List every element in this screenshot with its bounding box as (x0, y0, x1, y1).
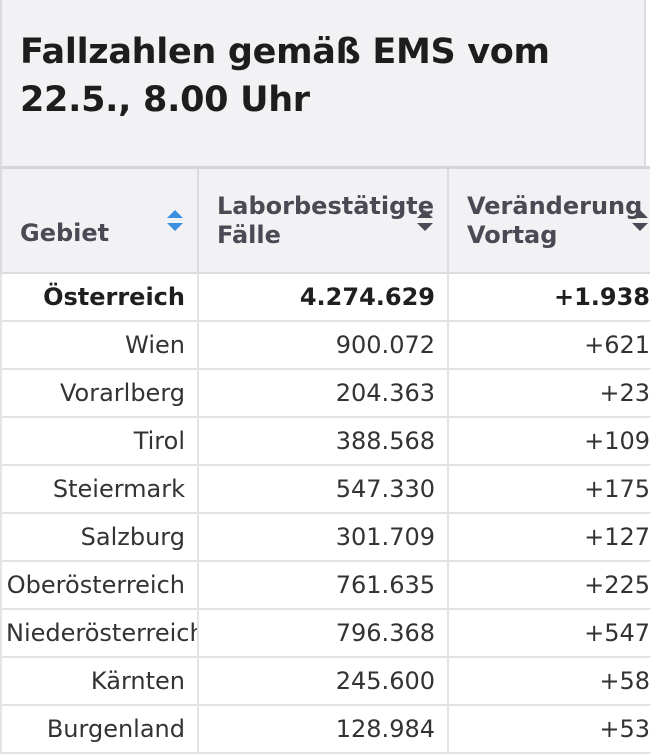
page-title: Fallzahlen gemäß EMS vom 22.5., 8.00 Uhr (20, 32, 550, 120)
cell-change: +175 (447, 465, 650, 514)
table-row: Steiermark 547.330 +175 (0, 465, 650, 514)
cell-cases: 761.635 (197, 561, 449, 610)
cell-cases: 388.568 (197, 417, 449, 466)
header-label: Laborbestätigte Fälle (217, 191, 435, 249)
cell-cases: 245.600 (197, 657, 449, 706)
cell-cases: 900.072 (197, 321, 449, 370)
cell-change: +58 (447, 657, 650, 706)
table-row: Oberösterreich 761.635 +225 (0, 561, 650, 610)
table-header-row: Gebiet Laborbestätigte Fälle Veränderung… (0, 166, 650, 274)
cell-change: +621 (447, 321, 650, 370)
cell-region: Wien (0, 321, 199, 370)
cell-cases: 301.709 (197, 513, 449, 562)
cell-region: Steiermark (0, 465, 199, 514)
cell-region: Österreich (0, 273, 199, 322)
cell-region: Burgenland (0, 705, 199, 754)
header-label: Veränderung Vortag (467, 191, 643, 249)
table-row: Tirol 388.568 +109 (0, 417, 650, 466)
cell-change: +225 (447, 561, 650, 610)
cell-region: Oberösterreich (0, 561, 199, 610)
cell-region: Vorarlberg (0, 369, 199, 418)
sort-icon[interactable] (630, 208, 650, 234)
cell-region: Salzburg (0, 513, 199, 562)
table-row: Burgenland 128.984 +53 (0, 705, 650, 754)
header-label: Gebiet (20, 219, 110, 247)
table-row: Kärnten 245.600 +58 (0, 657, 650, 706)
cell-cases: 4.274.629 (197, 273, 449, 322)
cell-change: +23 (447, 369, 650, 418)
header-gebiet[interactable]: Gebiet (0, 166, 199, 274)
title-panel: Fallzahlen gemäß EMS vom 22.5., 8.00 Uhr (0, 0, 646, 166)
cell-region: Kärnten (0, 657, 199, 706)
sort-asc-icon[interactable] (165, 208, 185, 234)
table-row: Niederösterreich 796.368 +547 (0, 609, 650, 658)
cell-cases: 204.363 (197, 369, 449, 418)
cell-change: +127 (447, 513, 650, 562)
table-row: Wien 900.072 +621 (0, 321, 650, 370)
cell-change: +109 (447, 417, 650, 466)
table-row-total: Österreich 4.274.629 +1.938 (0, 273, 650, 322)
cell-cases: 796.368 (197, 609, 449, 658)
cell-region: Niederösterreich (0, 609, 199, 658)
cell-region: Tirol (0, 417, 199, 466)
cell-cases: 547.330 (197, 465, 449, 514)
cases-table: Gebiet Laborbestätigte Fälle Veränderung… (0, 166, 650, 754)
cell-cases: 128.984 (197, 705, 449, 754)
cell-change: +53 (447, 705, 650, 754)
cell-change: +1.938 (447, 273, 650, 322)
table-row: Vorarlberg 204.363 +23 (0, 369, 650, 418)
header-veraenderung-vortag[interactable]: Veränderung Vortag (447, 166, 650, 274)
cell-change: +547 (447, 609, 650, 658)
sort-icon[interactable] (415, 208, 435, 234)
header-laborbestaetigte-faelle[interactable]: Laborbestätigte Fälle (197, 166, 449, 274)
table-row: Salzburg 301.709 +127 (0, 513, 650, 562)
